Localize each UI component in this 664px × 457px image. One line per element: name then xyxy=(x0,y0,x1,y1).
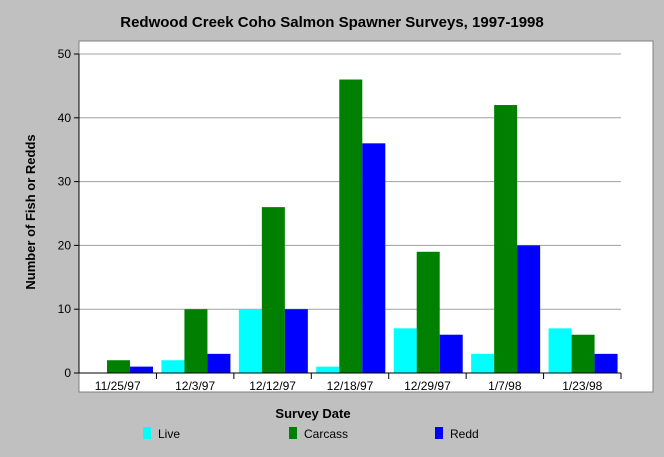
y-axis-label: Number of Fish or Redds xyxy=(23,134,38,289)
x-tick-label: 1/23/98 xyxy=(562,379,602,393)
chart-title: Redwood Creek Coho Salmon Spawner Survey… xyxy=(120,14,544,31)
legend-swatch-live xyxy=(143,427,151,439)
x-tick-label: 12/29/97 xyxy=(404,379,451,393)
bar-redd xyxy=(284,309,308,373)
y-tick-label: 20 xyxy=(58,238,72,252)
bar-redd xyxy=(130,366,153,373)
bar-live xyxy=(471,353,495,373)
bar-live xyxy=(161,360,185,373)
bar-redd xyxy=(439,334,463,373)
x-tick-label: 1/7/98 xyxy=(488,379,522,393)
bar-carcass xyxy=(339,79,363,374)
x-tick-label: 12/3/97 xyxy=(175,379,215,393)
bar-live xyxy=(548,328,572,373)
bar-live xyxy=(316,366,340,373)
legend-label-redd: Redd xyxy=(450,427,479,441)
y-tick-label: 10 xyxy=(58,302,72,316)
x-tick-label: 11/25/97 xyxy=(95,379,141,393)
bar-live xyxy=(238,309,262,373)
y-tick-label: 40 xyxy=(58,111,72,125)
axes xyxy=(74,53,622,379)
x-tick-label: 12/18/97 xyxy=(327,379,374,393)
bar-redd xyxy=(594,353,618,373)
y-tick-labels: 0 10 20 30 40 50 xyxy=(58,47,72,380)
bar-carcass xyxy=(571,334,595,373)
y-tick-label: 50 xyxy=(58,47,72,61)
bar-redd xyxy=(362,143,386,373)
bar-carcass xyxy=(107,360,130,373)
legend-swatch-carcass xyxy=(289,427,297,439)
legend: Live Carcass Redd xyxy=(143,427,479,441)
legend-swatch-redd xyxy=(435,427,443,439)
x-tick-label: 12/12/97 xyxy=(249,379,296,393)
x-axis-label: Survey Date xyxy=(275,406,350,421)
x-tick-labels: 11/25/97 12/3/97 12/12/97 12/18/97 12/29/97 1… xyxy=(95,379,603,393)
bar-carcass xyxy=(261,207,285,373)
bar-live xyxy=(393,328,417,373)
legend-label-live: Live xyxy=(158,427,180,441)
bar-carcass xyxy=(416,251,440,373)
bar-redd xyxy=(207,353,231,373)
y-tick-label: 30 xyxy=(58,175,72,189)
y-tick-label: 0 xyxy=(64,366,71,380)
legend-label-carcass: Carcass xyxy=(304,427,348,441)
bars xyxy=(107,79,618,374)
bar-redd xyxy=(517,245,541,373)
bar-carcass xyxy=(494,105,518,373)
bar-carcass xyxy=(184,309,208,373)
